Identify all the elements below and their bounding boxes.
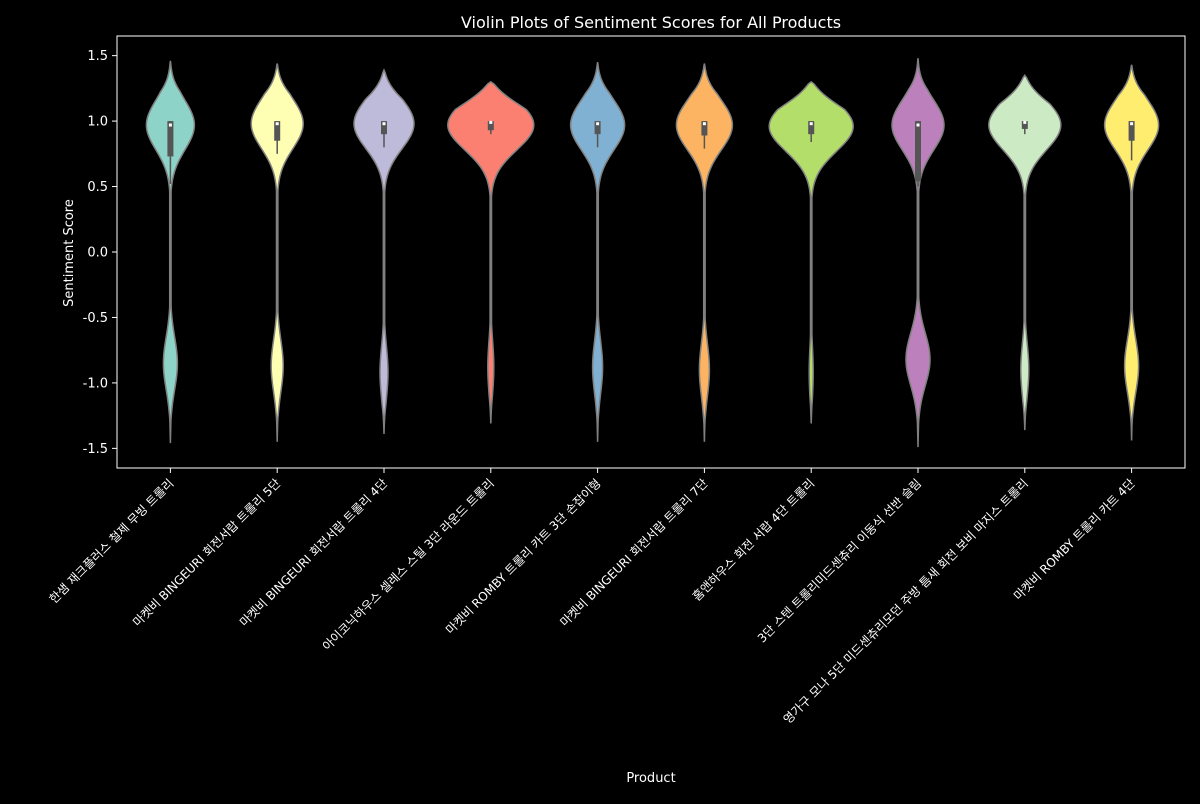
- violin-9: [988, 73, 1062, 431]
- violin-iqr-box: [381, 121, 387, 135]
- y-tick-label: 0.0: [87, 246, 108, 261]
- y-tick-label: -1.5: [83, 442, 108, 457]
- y-tick-label: 0.5: [87, 180, 108, 195]
- y-axis-label: Sentiment Score: [62, 199, 77, 307]
- violin-iqr-box: [915, 121, 921, 182]
- violin-median: [382, 122, 386, 126]
- violin-4: [447, 80, 535, 424]
- y-tick-label: -1.0: [83, 376, 108, 391]
- violin-8: [891, 58, 945, 448]
- violin-median: [702, 122, 706, 126]
- y-tick-label: 1.5: [87, 49, 108, 64]
- y-tick-label: 1.0: [87, 115, 108, 130]
- violin-median: [596, 122, 600, 126]
- violin-iqr-box: [274, 121, 281, 141]
- violin-2: [250, 63, 304, 442]
- violin-median: [1023, 120, 1027, 124]
- x-tick-label: 한샘 재크플러스 철제 무빙 트롤리: [47, 476, 177, 606]
- plot-frame: [116, 35, 1186, 469]
- chart-title: Violin Plots of Sentiment Scores for All…: [461, 13, 841, 32]
- violin-3: [353, 68, 415, 434]
- violin-iqr-box: [701, 121, 708, 136]
- y-tick-label: -0.5: [83, 311, 108, 326]
- violin-median: [809, 122, 813, 126]
- violin-median: [1130, 122, 1134, 126]
- x-tick-label: 홈앤하우스 회전 서랍 4단 트롤리: [690, 476, 818, 604]
- violin-iqr-box: [808, 121, 815, 135]
- violin-7: [768, 80, 854, 424]
- violin-median: [275, 122, 279, 126]
- violin-median: [489, 120, 493, 124]
- violin-10: [1103, 64, 1160, 441]
- x-tick-label: 영가구 모나 5단 미드센츄리모던 주방 틈새 회전 보비 마지스 트롤리: [781, 476, 1031, 726]
- violin-iqr-box: [594, 121, 601, 135]
- violin-6: [675, 63, 734, 442]
- violin-iqr-box: [487, 121, 494, 131]
- violin-iqr-box: [167, 121, 174, 157]
- violin-5: [569, 62, 626, 442]
- violin-iqr-box: [1021, 121, 1028, 129]
- violin-1: [145, 60, 196, 444]
- violin-median: [168, 123, 172, 127]
- x-tick-label: 아이코닉하우스 셀레스 스틸 3단 라운드 트롤리: [320, 476, 497, 653]
- x-tick-label: 마켓비 ROMBY 트롤리 카트 4단: [1011, 476, 1138, 603]
- violin-median: [916, 123, 920, 127]
- x-axis-label: Product: [626, 771, 675, 786]
- plot-area: 1.5 1.0 0.5 0.0 -0.5 -1.0 -1.5 한샘 재크플러스 철제 무빙 트…: [47, 49, 1160, 727]
- violin-iqr-box: [1128, 121, 1135, 141]
- x-tick-label: 3단 스텐 트롤리미드센츄리 이동식 선반 슬림: [755, 476, 924, 645]
